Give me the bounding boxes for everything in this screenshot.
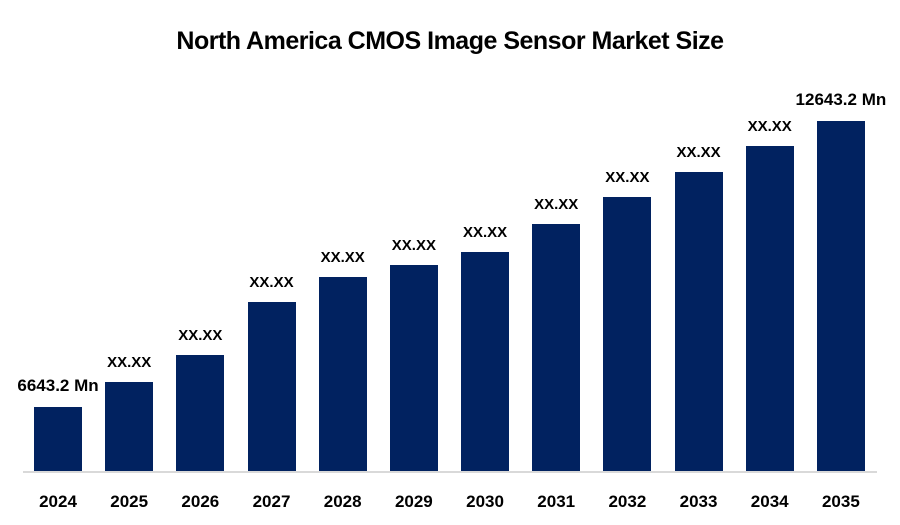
bar-value-label-2035: 12643.2 Mn (795, 90, 887, 110)
chart-title: North America CMOS Image Sensor Market S… (176, 27, 724, 55)
bar-2031 (532, 224, 581, 471)
bar-column-2025: XX.XX (105, 353, 154, 471)
bar-value-label-2026: XX.XX (178, 326, 223, 344)
bar-column-2027: XX.XX (247, 273, 296, 471)
x-axis-label-2029: 2029 (394, 492, 433, 511)
bar-column-2028: XX.XX (318, 248, 367, 471)
bar-column-2029: XX.XX (389, 236, 438, 471)
bar-value-label-2031: XX.XX (534, 195, 579, 213)
bar-column-2035: 12643.2 Mn (796, 91, 886, 471)
bar-2027 (247, 302, 296, 471)
bar-value-label-2028: XX.XX (320, 248, 365, 266)
bar-value-label-2029: XX.XX (391, 236, 436, 254)
bar-value-label-2034: XX.XX (747, 117, 792, 135)
bar-2032 (603, 197, 652, 471)
x-axis-label-2033: 2033 (679, 492, 718, 511)
bar-column-2031: XX.XX (532, 195, 581, 471)
bar-column-2026: XX.XX (176, 326, 225, 471)
bar-2030 (461, 252, 510, 471)
x-axis-label-2027: 2027 (252, 492, 291, 511)
x-axis-label-2030: 2030 (466, 492, 504, 511)
bar-value-label-2033: XX.XX (676, 143, 721, 161)
bar-2026 (176, 355, 225, 471)
bar-value-label-2032: XX.XX (605, 168, 650, 186)
bar-column-2032: XX.XX (603, 168, 652, 471)
x-axis-label-2032: 2032 (608, 492, 647, 511)
x-axis-labels: 2024 2025 2026 2027 2028 2029 2030 2031 2032 2033… (34, 492, 865, 512)
x-axis-label-2034: 2034 (750, 492, 789, 511)
bar-value-label-2027: XX.XX (249, 273, 294, 291)
bar-2028 (318, 277, 367, 471)
bar-2029 (389, 265, 438, 471)
bar-value-label-2030: XX.XX (462, 223, 508, 241)
bar-column-2024: 6643.2 Mn (17, 377, 99, 471)
bar-2033 (674, 172, 723, 471)
x-axis-label-2028: 2028 (323, 492, 362, 511)
bar-column-2030: XX.XX (461, 223, 510, 471)
bar-2034 (745, 146, 794, 471)
x-axis-label-2024: 2024 (39, 492, 77, 511)
x-axis-label-2035: 2035 (821, 492, 860, 511)
bar-2025 (105, 382, 154, 471)
bar-column-2034: XX.XX (745, 117, 794, 471)
x-axis-label-2025: 2025 (110, 492, 149, 511)
x-axis-label-2026: 2026 (181, 492, 220, 511)
bar-value-label-2024: 6643.2 Mn (17, 376, 99, 396)
bar-2024 (34, 407, 82, 471)
bar-2035 (816, 121, 865, 471)
x-axis-line (23, 471, 877, 473)
bar-value-label-2025: XX.XX (107, 353, 152, 371)
x-axis-label-2031: 2031 (537, 492, 576, 511)
bar-column-2033: XX.XX (674, 143, 723, 471)
bar-chart: 6643.2 Mn XX.XX XX.XX XX.XX XX.XX XX.XX XX.XX X… (17, 0, 886, 471)
